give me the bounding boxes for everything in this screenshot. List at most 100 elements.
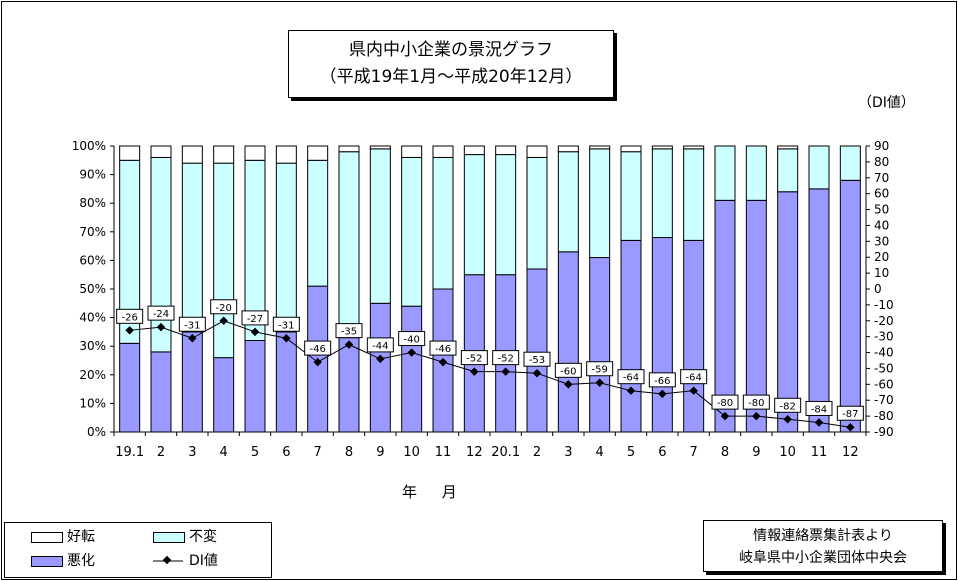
x-tick-label: 5 [251, 445, 259, 460]
bar-good [119, 145, 141, 161]
bar-good [275, 145, 297, 164]
di-point [626, 386, 636, 395]
bar-bad [213, 357, 235, 433]
right-tick-label: -70 [874, 393, 894, 407]
bar-same [683, 148, 705, 241]
bar-good [463, 145, 485, 156]
di-data-label-box [210, 299, 238, 315]
di-point [470, 367, 479, 376]
di-data-label-box [272, 316, 300, 332]
legend-swatch-same [153, 532, 185, 543]
x-tick-label: 6 [282, 445, 290, 460]
di-data-label: -35 [341, 327, 357, 338]
bar-good [620, 145, 642, 153]
left-tick-label: 20% [79, 368, 106, 382]
bar-same [526, 156, 548, 270]
di-point [532, 368, 542, 378]
x-tick-label: 6 [658, 445, 666, 460]
bar-bad [557, 251, 579, 433]
di-data-label-box [460, 350, 488, 366]
bar-same [557, 151, 579, 253]
di-data-label: -24 [153, 309, 169, 320]
bar-same [495, 154, 517, 276]
bar-bad [119, 342, 141, 433]
legend-swatch-bad [31, 556, 63, 567]
di-line [129, 320, 851, 428]
di-data-label: -40 [403, 335, 419, 346]
bar-good [338, 145, 360, 153]
di-data-label: -66 [654, 376, 670, 387]
x-tick-label: 2 [533, 445, 541, 460]
di-data-label: -60 [560, 366, 576, 377]
di-data-label: -31 [184, 320, 200, 331]
di-point [344, 340, 354, 349]
bar-good [777, 145, 799, 150]
di-point [595, 378, 604, 387]
bar-same [275, 162, 297, 333]
di-data-label: -59 [591, 365, 607, 376]
bar-bad [839, 179, 861, 433]
x-axis-label: 年 月 [402, 483, 467, 501]
di-data-label: -46 [309, 344, 325, 355]
bar-bad [777, 191, 799, 433]
legend-swatch-good [31, 532, 63, 543]
di-data-label-box [742, 394, 770, 410]
bar-bad [244, 339, 266, 433]
x-tick-label: 8 [721, 445, 729, 460]
right-tick-label: 10 [874, 266, 889, 280]
di-data-label: -84 [811, 404, 827, 415]
di-data-label: -64 [623, 373, 639, 384]
di-data-label-box [586, 361, 614, 377]
bar-bad [150, 351, 172, 433]
x-tick-label: 4 [596, 445, 604, 460]
bar-bad [338, 337, 360, 433]
x-tick-label: 12 [466, 445, 483, 460]
x-tick-label: 11 [811, 445, 828, 460]
bar-bad [620, 239, 642, 433]
x-tick-label: 7 [314, 445, 322, 460]
left-tick-label: 70% [79, 225, 106, 239]
bar-same [369, 148, 391, 304]
di-data-label-box [774, 397, 802, 413]
bar-bad [369, 302, 391, 433]
left-tick-label: 90% [79, 168, 106, 182]
di-point [564, 380, 573, 389]
right-tick-label: -20 [874, 314, 894, 328]
bar-bad [589, 257, 611, 433]
bar-good [307, 145, 329, 161]
di-data-label-box [554, 362, 582, 378]
di-data-label-box [366, 337, 394, 353]
di-point [438, 357, 448, 367]
bar-same [589, 148, 611, 259]
di-data-label-box [398, 331, 426, 347]
left-tick-label: 80% [79, 196, 106, 210]
di-data-label-box [241, 310, 269, 326]
right-tick-label: -10 [874, 298, 894, 312]
bar-same [777, 148, 799, 193]
x-tick-label: 3 [564, 445, 572, 460]
bar-same [745, 145, 767, 201]
x-tick-label: 11 [435, 445, 452, 460]
x-tick-label: 2 [157, 445, 165, 460]
left-tick-label: 100% [72, 139, 106, 153]
right-tick-label: -30 [874, 330, 894, 344]
right-axis-unit-label: （DI値） [858, 95, 915, 111]
bar-good [526, 145, 548, 158]
legend-label-bad: 悪化 [67, 553, 95, 569]
bar-same [401, 156, 423, 307]
bar-same [651, 148, 673, 239]
legend-label-di: DI値 [189, 553, 218, 569]
bar-good [181, 145, 203, 164]
di-point [658, 389, 667, 399]
x-tick-label: 12 [842, 445, 859, 460]
x-tick-label: 8 [345, 445, 353, 460]
right-tick-label: -80 [874, 409, 894, 423]
bar-bad [808, 188, 830, 433]
di-data-label-box [147, 305, 175, 321]
bar-same [839, 145, 861, 181]
bar-good [401, 145, 423, 158]
di-data-label: -87 [842, 409, 858, 420]
bar-same [463, 154, 485, 276]
di-point [156, 322, 166, 332]
